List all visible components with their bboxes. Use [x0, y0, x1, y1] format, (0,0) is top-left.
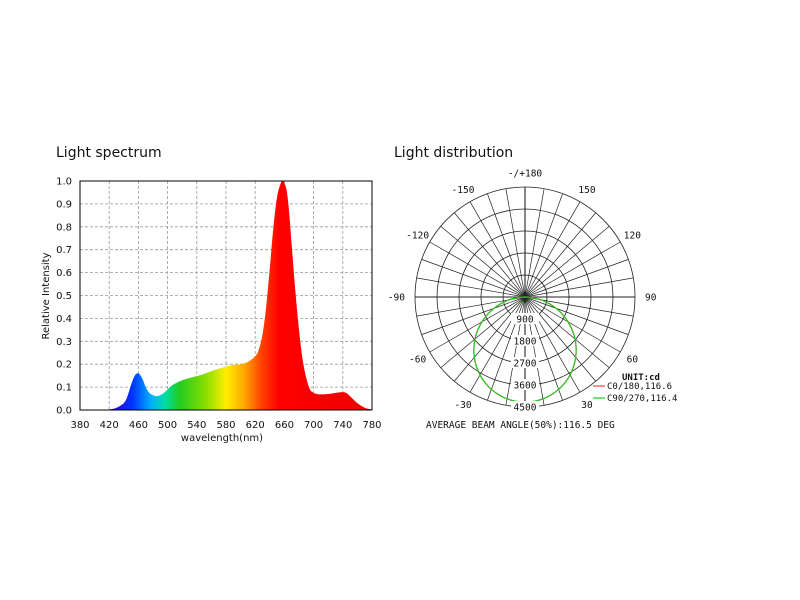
spectrum-x-tick: 380	[70, 420, 89, 431]
polar-spoke	[454, 296, 526, 382]
polar-angle-label: 120	[624, 231, 641, 242]
polar-spoke	[454, 212, 526, 298]
polar-radial-label: 4500	[514, 403, 537, 414]
polar-spoke	[469, 201, 526, 298]
spectrum-y-tick: 0.0	[56, 406, 72, 417]
polar-spoke	[429, 241, 526, 298]
distribution-title: Light distribution	[394, 145, 514, 161]
spectrum-x-tick: 780	[362, 420, 381, 431]
polar-spoke	[524, 259, 629, 298]
polar-radial-label: 3600	[514, 381, 537, 392]
polar-spoke	[440, 296, 526, 368]
spectrum-x-tick: 420	[100, 420, 119, 431]
spectrum-title: Light spectrum	[56, 145, 162, 161]
legend-label: C90/270,116.4	[607, 394, 677, 404]
legend-label: C0/180,116.6	[607, 382, 672, 392]
polar-angle-label: 60	[627, 355, 639, 366]
spectrum-y-tick: 0.4	[56, 314, 72, 325]
spectrum-x-tick: 620	[246, 420, 265, 431]
spectrum-x-tick: 460	[129, 420, 148, 431]
spectrum-x-tick: 740	[333, 420, 352, 431]
polar-spoke	[416, 277, 526, 298]
polar-spoke	[524, 296, 581, 393]
polar-spoke	[524, 296, 596, 382]
polar-spoke	[421, 296, 526, 335]
beam-angle-footer: AVERAGE BEAM ANGLE(50%):116.5 DEG	[426, 420, 615, 431]
polar-spoke	[524, 296, 621, 353]
polar-spoke	[524, 296, 629, 335]
spectrum-x-label: wavelength(nm)	[181, 433, 263, 444]
polar-spoke	[440, 226, 526, 298]
spectrum-x-tick: 580	[216, 420, 235, 431]
polar-spoke	[524, 212, 596, 298]
spectrum-x-tick: 500	[158, 420, 177, 431]
polar-spoke	[524, 226, 610, 298]
polar-spoke	[469, 296, 526, 393]
polar-spoke	[524, 296, 610, 368]
radial-label-bg	[511, 313, 539, 324]
spectrum-y-tick: 0.3	[56, 337, 72, 348]
spectrum-y-tick: 0.8	[56, 222, 72, 233]
spectrum-y-tick: 0.5	[56, 291, 72, 302]
spectrum-y-tick: 0.9	[56, 199, 72, 210]
polar-spoke	[421, 259, 526, 298]
polar-angle-label: -150	[452, 185, 475, 196]
polar-angle-label: -60	[409, 355, 426, 366]
spectrum-x-tick: 540	[187, 420, 206, 431]
polar-radial-label: 1800	[514, 337, 537, 348]
polar-angle-label: 30	[581, 400, 593, 411]
polar-angle-label: -/+180	[508, 169, 543, 180]
spectrum-area	[80, 180, 372, 411]
polar-spoke	[524, 193, 563, 298]
spectrum-y-label: Relative Intensity	[41, 252, 52, 339]
polar-spoke	[524, 201, 581, 298]
polar-angle-label: -120	[406, 231, 429, 242]
polar-spoke	[505, 188, 526, 298]
polar-angle-label: 90	[645, 293, 657, 304]
polar-radial-label: 900	[516, 315, 533, 326]
polar-spoke	[429, 296, 526, 353]
spectrum-y-tick: 0.7	[56, 245, 72, 256]
radial-label-bg	[511, 335, 539, 346]
polar-radial-label: 2700	[514, 359, 537, 370]
radial-label-bg	[511, 357, 539, 368]
polar-spoke	[524, 277, 634, 298]
polar-angle-label: 150	[578, 185, 595, 196]
radial-label-bg	[511, 379, 539, 390]
polar-angle-label: -30	[454, 400, 471, 411]
radial-label-bg	[511, 401, 539, 412]
spectrum-x-tick: 700	[304, 420, 323, 431]
spectrum-y-tick: 1.0	[56, 177, 72, 188]
polar-angle-label: -90	[388, 293, 405, 304]
polar-spoke	[524, 188, 545, 298]
spectrum-y-tick: 0.2	[56, 360, 72, 371]
spectrum-y-tick: 0.1	[56, 383, 72, 394]
polar-spoke	[524, 241, 621, 298]
spectrum-x-tick: 660	[275, 420, 294, 431]
unit-label: UNIT:cd	[622, 373, 660, 383]
spectrum-y-tick: 0.6	[56, 268, 72, 279]
spectrum-frame	[79, 180, 373, 411]
polar-spoke	[487, 193, 526, 298]
